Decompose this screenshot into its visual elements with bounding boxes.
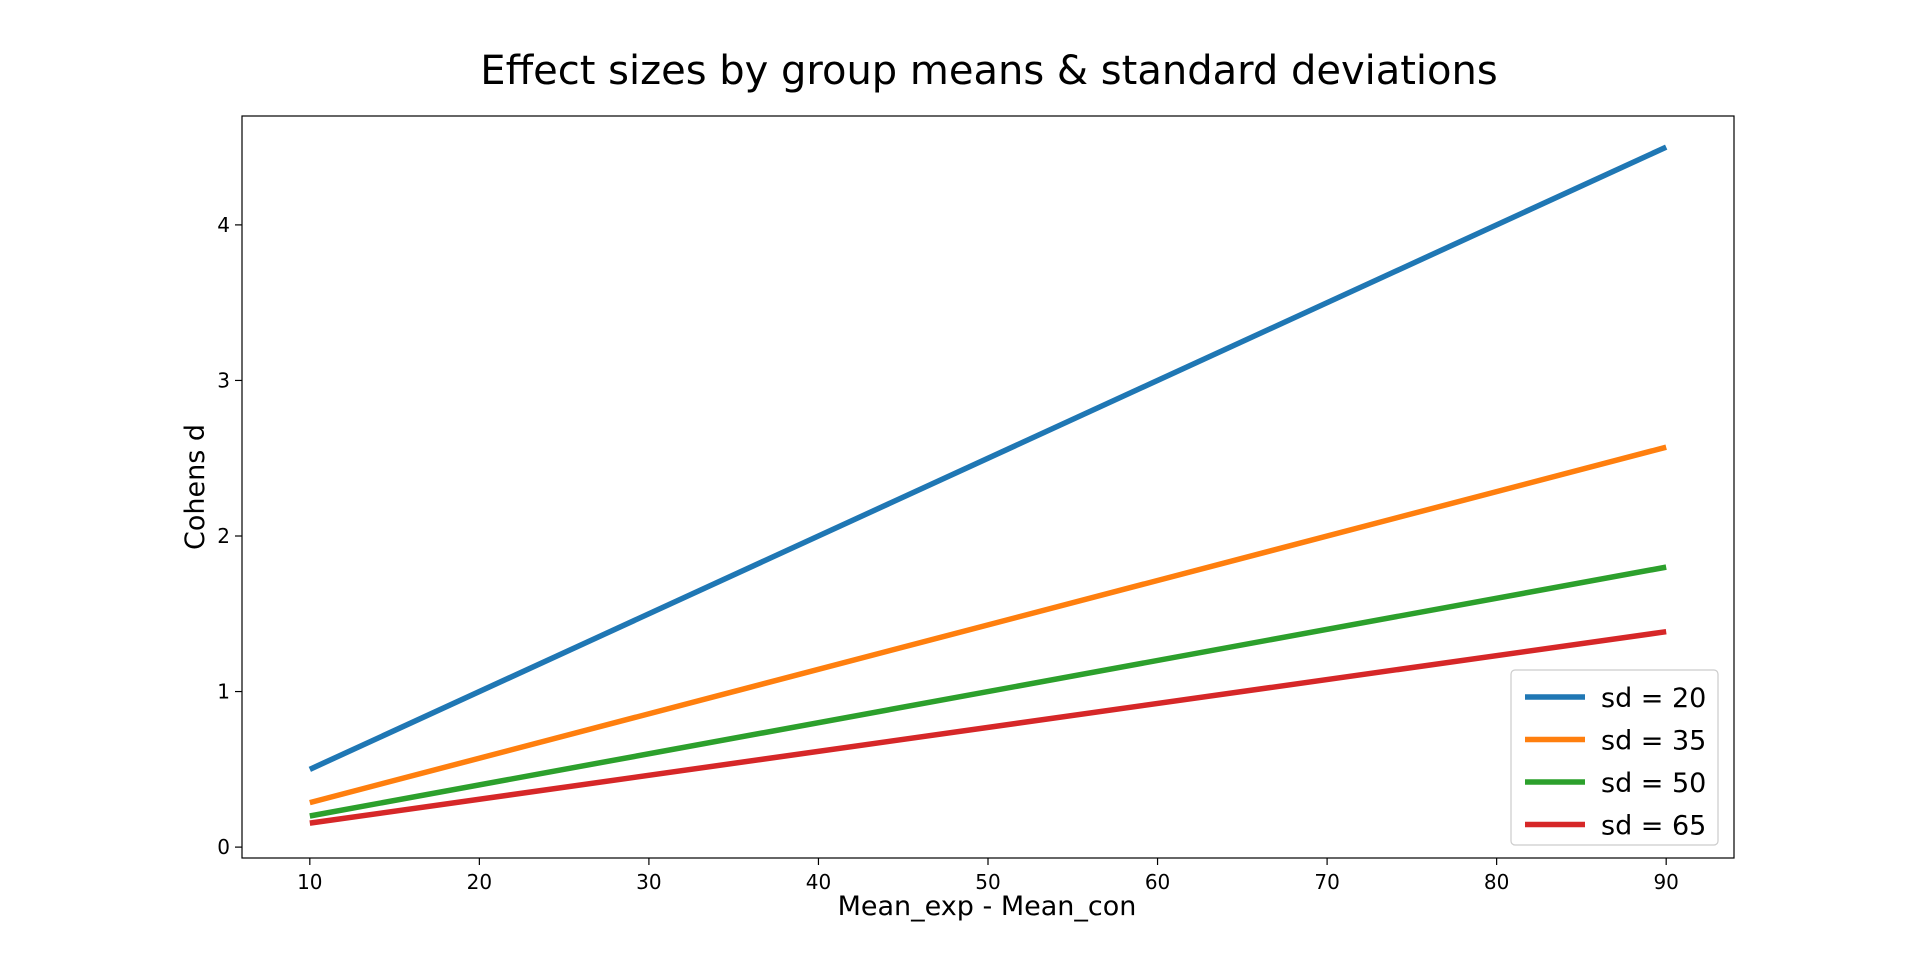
y-tick-label: 0	[217, 835, 230, 859]
legend-label-2: sd = 35	[1601, 726, 1706, 757]
chart-title: Effect sizes by group means & standard d…	[480, 48, 1497, 94]
x-axis: 10 20 30 40 50 60 70 80 90	[297, 858, 1679, 894]
y-tick-label: 4	[217, 213, 230, 237]
x-tick-label: 40	[806, 870, 831, 894]
series-line-3	[309, 564, 1667, 819]
legend-label-4: sd = 65	[1601, 811, 1706, 842]
x-tick-label: 80	[1484, 870, 1509, 894]
series-line-1	[308, 144, 1668, 772]
series-lines	[308, 144, 1668, 826]
legend: sd = 20 sd = 35 sd = 50 sd = 65	[1510, 669, 1719, 846]
x-tick-label: 90	[1653, 870, 1678, 894]
x-tick-label: 60	[1145, 870, 1170, 894]
y-axis-label: Cohens d	[180, 424, 211, 550]
legend-label-3: sd = 50	[1601, 768, 1706, 799]
series-line-2	[309, 444, 1667, 806]
x-tick-label: 10	[297, 870, 322, 894]
y-tick-label: 3	[217, 368, 230, 392]
y-axis: 0 1 2 3 4	[217, 213, 242, 859]
x-tick-label: 30	[636, 870, 661, 894]
x-tick-label: 20	[467, 870, 492, 894]
series-line-4	[309, 628, 1667, 826]
legend-label-1: sd = 20	[1601, 683, 1706, 714]
legend-box	[1510, 669, 1719, 846]
y-tick-label: 1	[217, 680, 230, 704]
x-tick-label: 50	[975, 870, 1000, 894]
x-axis-label: Mean_exp - Mean_con	[838, 891, 1137, 922]
x-tick-label: 70	[1314, 870, 1339, 894]
y-tick-label: 2	[217, 524, 230, 548]
